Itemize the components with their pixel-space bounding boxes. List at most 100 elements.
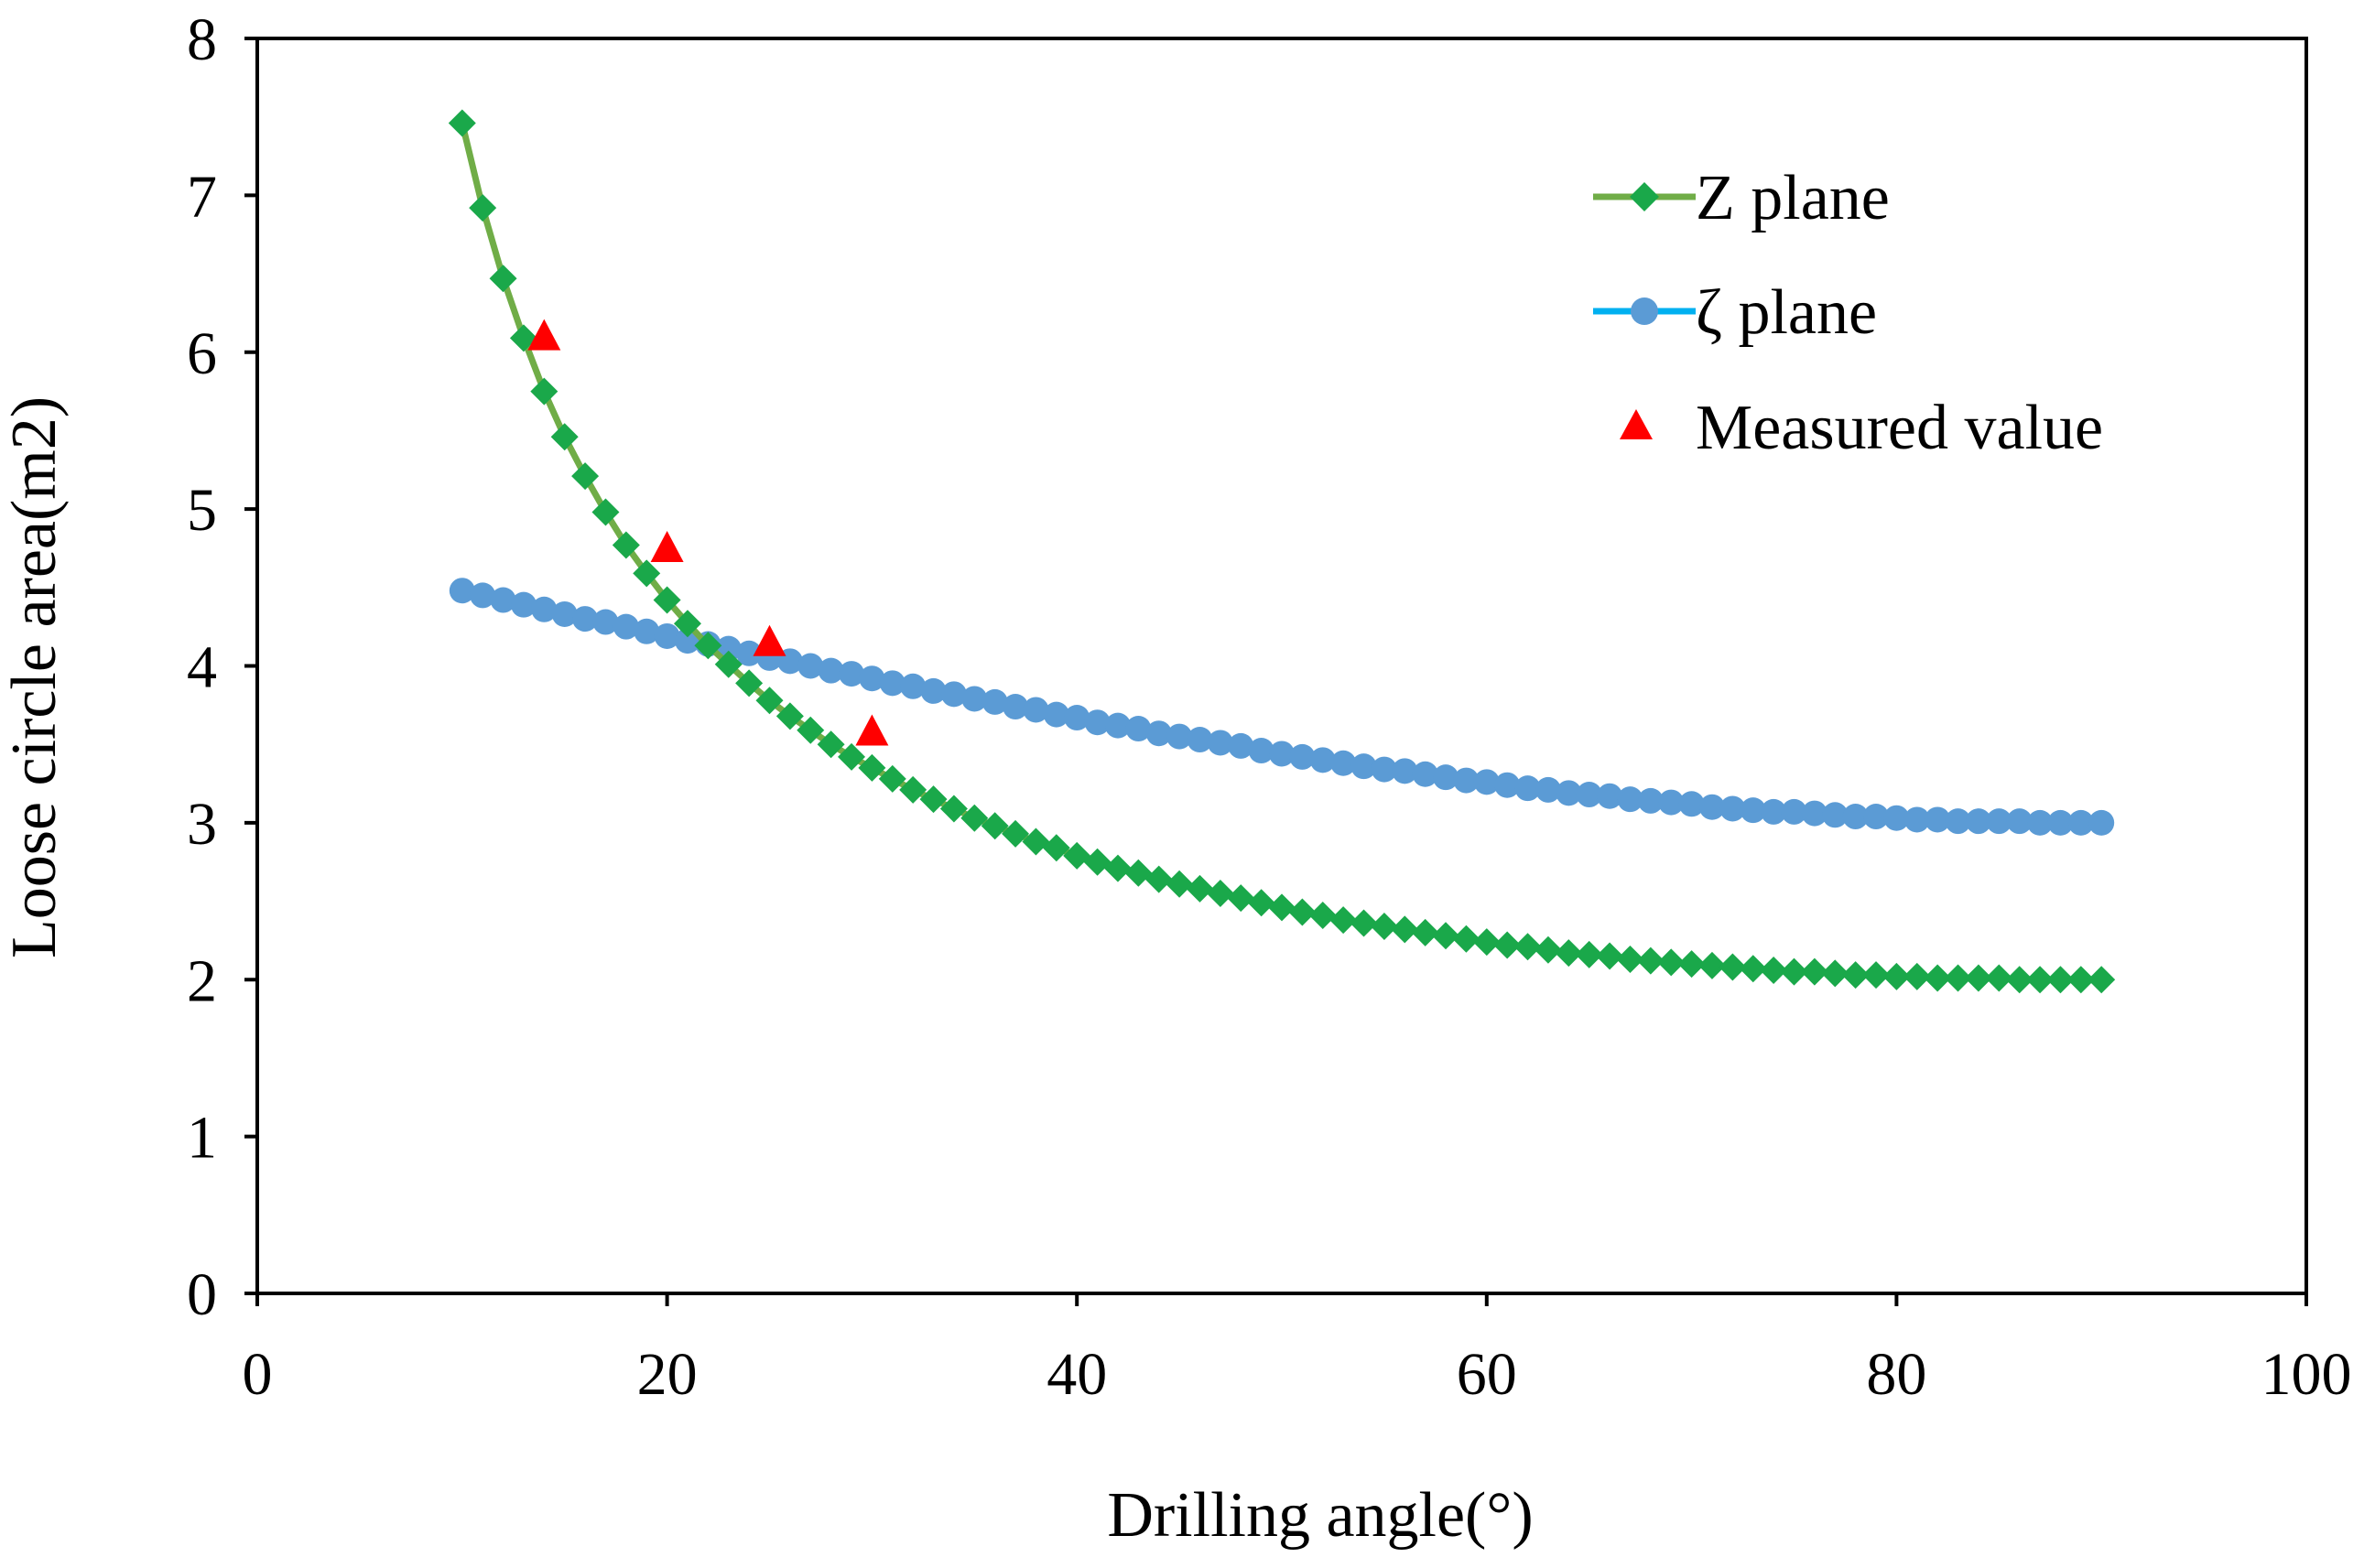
zeta-plane-point xyxy=(1883,805,1910,831)
z-plane-point xyxy=(1411,918,1439,946)
series-z-plane xyxy=(448,109,2116,994)
zeta-plane-point xyxy=(1309,747,1336,773)
x-axis-ticks: 0 20 40 60 80 100 xyxy=(243,1293,2352,1408)
legend-z-plane-marker xyxy=(1630,182,1659,211)
measured-point xyxy=(527,319,561,351)
z-plane-point xyxy=(1144,865,1173,893)
z-plane-point xyxy=(469,194,497,222)
zeta-plane-point xyxy=(1248,738,1274,764)
zeta-plane-point xyxy=(1617,786,1643,813)
legend-zeta-plane-label: ζ plane xyxy=(1696,277,1877,348)
z-plane-point xyxy=(1657,948,1686,977)
legend-zeta-plane-marker xyxy=(1631,297,1658,325)
z-plane-point xyxy=(1760,956,1788,984)
zeta-plane-point xyxy=(1453,767,1480,794)
z-plane-point xyxy=(1103,854,1132,882)
z-plane-point xyxy=(1944,964,1972,992)
z-plane-point xyxy=(775,702,804,730)
z-plane-point xyxy=(735,669,764,697)
measured-point xyxy=(753,624,786,656)
measured-layer xyxy=(527,319,889,746)
z-plane-point xyxy=(1862,961,1891,989)
zeta-plane-point xyxy=(1597,783,1623,809)
zeta-plane-point xyxy=(981,688,1008,715)
zeta-plane-point xyxy=(2047,809,2074,836)
z-plane-point xyxy=(1555,939,1583,968)
zeta-plane-point xyxy=(1801,800,1827,827)
zeta-plane-point xyxy=(510,591,537,618)
zeta-plane-point xyxy=(1863,804,1890,830)
x-axis-title: Drilling angle(°) xyxy=(1107,1480,1533,1551)
z-plane-point xyxy=(633,559,661,588)
zeta-plane-point xyxy=(2067,809,2094,836)
zeta-plane-point xyxy=(531,596,558,622)
zeta-plane-point xyxy=(940,681,967,708)
zeta-plane-point xyxy=(1350,753,1377,780)
z-plane-point xyxy=(939,795,968,823)
zeta-plane-point xyxy=(1125,716,1152,742)
y-tick-label: 1 xyxy=(187,1105,217,1172)
zeta-plane-point xyxy=(1064,705,1090,731)
z-plane-point xyxy=(653,586,681,614)
y-tick-label: 8 xyxy=(187,6,217,73)
zeta-plane-point xyxy=(572,606,599,633)
zeta-plane-point xyxy=(1412,761,1438,787)
z-plane-point xyxy=(694,632,722,660)
z-plane-point xyxy=(1821,959,1849,988)
z-plane-point xyxy=(1739,955,1767,983)
z-plane-point xyxy=(1002,819,1030,848)
z-plane-point xyxy=(1677,950,1706,979)
y-tick-label: 3 xyxy=(187,791,217,858)
zeta-plane-point xyxy=(1207,730,1233,756)
z-plane-point xyxy=(1042,834,1070,862)
z-plane-point xyxy=(1124,859,1153,887)
z-plane-point xyxy=(878,764,906,793)
z-plane-point xyxy=(448,109,476,137)
series-layer xyxy=(448,109,2116,994)
z-plane-point xyxy=(1370,912,1398,940)
zeta-plane-point xyxy=(1945,808,1971,835)
z-plane-point xyxy=(2046,966,2075,994)
z-plane-point xyxy=(1166,870,1194,898)
z-plane-point xyxy=(838,742,866,771)
z-plane-point xyxy=(591,498,620,526)
zeta-plane-point xyxy=(1535,776,1561,803)
z-plane-point xyxy=(899,775,927,804)
zeta-plane-point xyxy=(1187,727,1213,753)
zeta-plane-point xyxy=(1658,789,1685,816)
zeta-plane-point xyxy=(1003,694,1029,720)
z-plane-point xyxy=(1719,953,1747,981)
zeta-plane-point xyxy=(1514,775,1541,802)
zeta-plane-point xyxy=(1433,764,1459,791)
zeta-plane-point xyxy=(1965,808,1991,835)
z-plane-point xyxy=(530,377,559,406)
zeta-plane-point xyxy=(1043,701,1069,728)
z-plane-point xyxy=(1841,961,1870,989)
zeta-plane-point xyxy=(1330,750,1357,776)
x-tick-label: 60 xyxy=(1457,1341,1517,1408)
z-plane-point xyxy=(2066,966,2095,994)
z-plane-point xyxy=(1697,951,1726,979)
z-plane-point xyxy=(1288,898,1317,926)
z-plane-point xyxy=(1780,957,1808,986)
measured-point xyxy=(855,714,889,746)
zeta-plane-point xyxy=(1371,756,1397,783)
z-plane-point xyxy=(797,716,825,744)
zeta-plane-point xyxy=(1925,806,1951,833)
zeta-plane-point xyxy=(490,587,516,613)
zeta-plane-point xyxy=(1698,794,1725,820)
z-plane-point xyxy=(1903,962,1931,990)
zeta-plane-point xyxy=(1145,720,1172,747)
z-plane-point xyxy=(1432,922,1460,950)
z-plane-point xyxy=(1247,889,1275,917)
z-plane-point xyxy=(489,265,517,293)
z-plane-point xyxy=(571,462,600,491)
legend: Z plane ζ plane Measured value xyxy=(1593,163,2103,463)
z-plane-point xyxy=(1022,827,1050,856)
zeta-plane-point xyxy=(1494,772,1521,798)
zeta-plane-point xyxy=(900,673,927,699)
z-plane-point xyxy=(1924,964,1952,992)
zeta-plane-point xyxy=(1903,806,1930,833)
zeta-plane-point xyxy=(1556,780,1582,806)
